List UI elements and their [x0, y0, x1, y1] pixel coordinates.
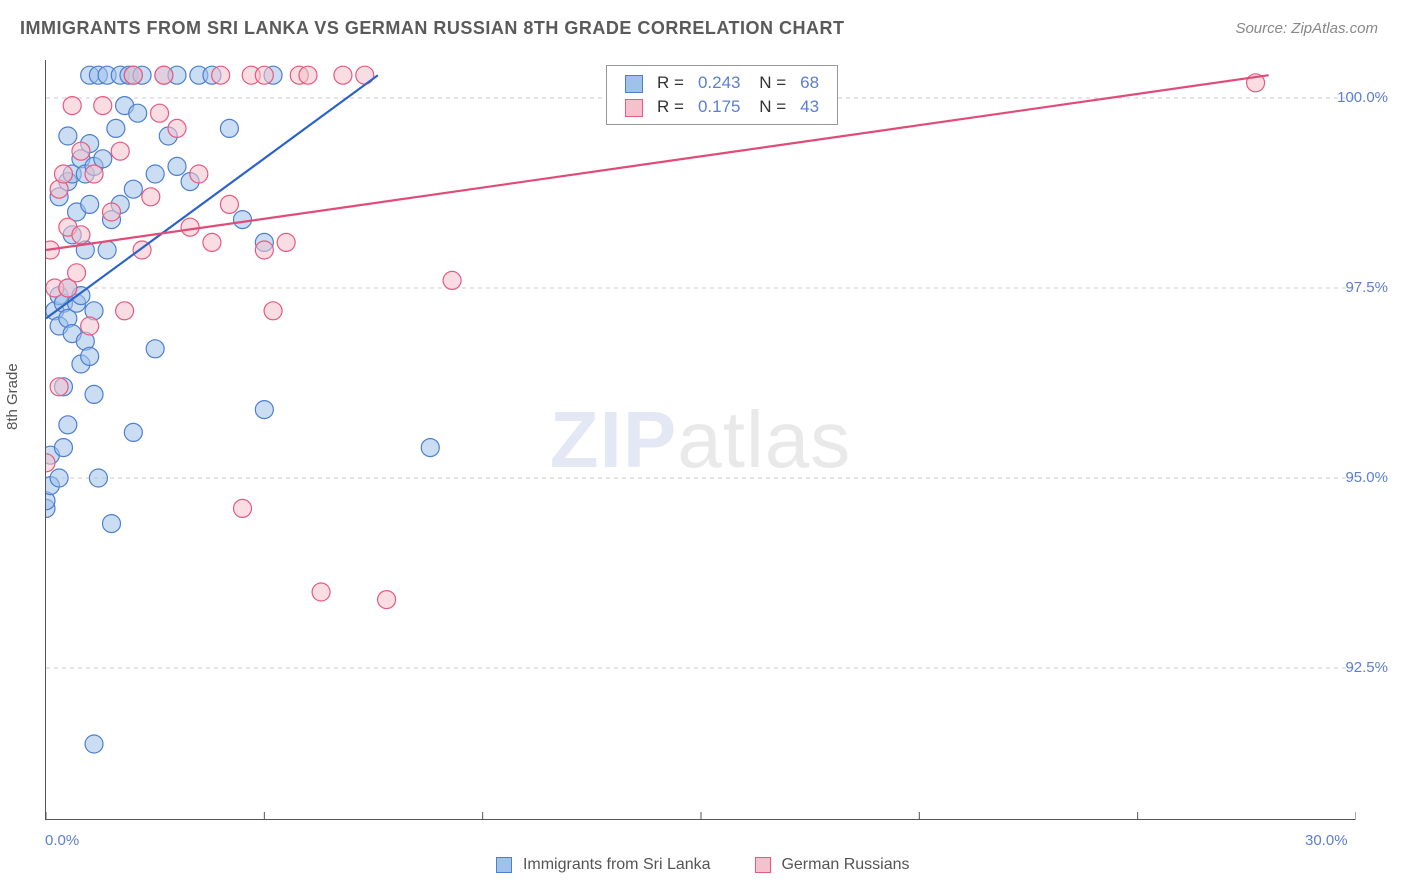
legend-item-1: German Russians: [755, 856, 910, 874]
scatter-svg: [46, 60, 1356, 820]
y-tick-label: 97.5%: [1345, 279, 1388, 296]
legend-swatch-icon: [496, 857, 512, 873]
legend-label: German Russians: [781, 856, 909, 873]
y-tick-label: 92.5%: [1345, 659, 1388, 676]
y-tick-label: 95.0%: [1345, 469, 1388, 486]
x-tick-label: 30.0%: [1305, 832, 1348, 849]
series-legend: Immigrants from Sri Lanka German Russian…: [0, 856, 1406, 874]
plot-area: ZIPatlas R =0.243 N =68R =0.175 N =43: [45, 60, 1355, 820]
correlation-legend: R =0.243 N =68R =0.175 N =43: [606, 65, 838, 125]
y-tick-label: 100.0%: [1337, 89, 1388, 106]
source-label: Source: ZipAtlas.com: [1235, 20, 1378, 37]
y-axis-label: 8th Grade: [4, 363, 21, 430]
chart-title: IMMIGRANTS FROM SRI LANKA VS GERMAN RUSS…: [20, 18, 845, 39]
legend-swatch-icon: [755, 857, 771, 873]
legend-label: Immigrants from Sri Lanka: [523, 856, 711, 873]
legend-item-0: Immigrants from Sri Lanka: [496, 856, 710, 874]
x-tick-label: 0.0%: [45, 832, 79, 849]
